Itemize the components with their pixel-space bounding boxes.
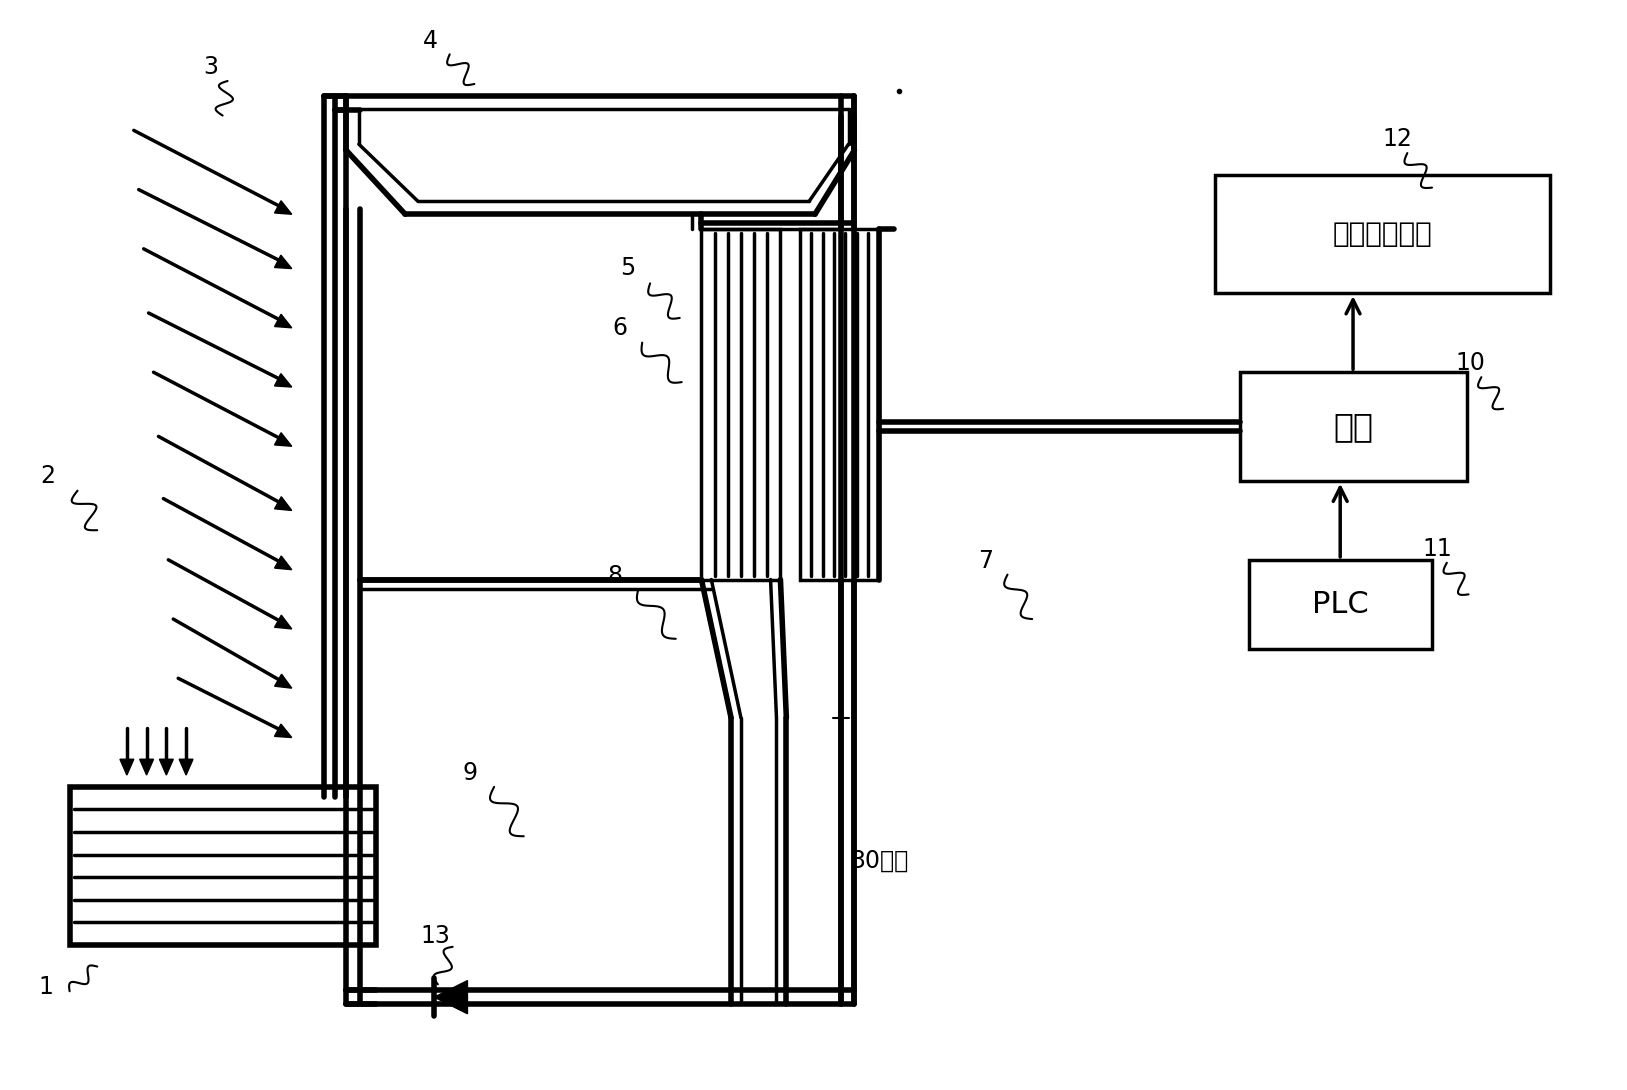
Bar (70, 787, 376, 945)
Text: 1: 1 (37, 976, 54, 1000)
Bar (800, 229, 879, 580)
Polygon shape (275, 255, 291, 268)
Text: 10: 10 (1456, 351, 1485, 375)
Polygon shape (275, 675, 291, 688)
Polygon shape (140, 760, 153, 775)
Polygon shape (120, 760, 133, 775)
Text: 热泵: 热泵 (1333, 410, 1373, 443)
Text: 7: 7 (978, 548, 992, 572)
Bar (701, 229, 781, 580)
Text: 12: 12 (1383, 128, 1412, 152)
Polygon shape (159, 760, 172, 775)
Bar (1240, 372, 1466, 481)
Text: 中央空调系统: 中央空调系统 (1333, 220, 1432, 249)
Polygon shape (275, 374, 291, 387)
Text: 4: 4 (423, 29, 438, 53)
Text: 8: 8 (607, 564, 623, 588)
Text: 3: 3 (203, 56, 218, 80)
Polygon shape (275, 497, 291, 510)
Text: 9: 9 (462, 761, 478, 785)
Text: 13: 13 (420, 924, 451, 948)
Polygon shape (179, 760, 194, 775)
Bar (1215, 174, 1551, 293)
Bar (1250, 560, 1432, 649)
Polygon shape (275, 433, 291, 446)
Text: PLC: PLC (1313, 590, 1368, 619)
Polygon shape (434, 981, 467, 1014)
Text: 2: 2 (41, 464, 55, 488)
Text: 6: 6 (613, 316, 628, 340)
Polygon shape (275, 615, 291, 629)
Text: 30米高: 30米高 (851, 849, 909, 873)
Text: 5: 5 (620, 256, 636, 280)
Text: 11: 11 (1422, 537, 1451, 561)
Polygon shape (275, 556, 291, 570)
Polygon shape (275, 724, 291, 738)
Polygon shape (275, 314, 291, 328)
Polygon shape (275, 201, 291, 215)
